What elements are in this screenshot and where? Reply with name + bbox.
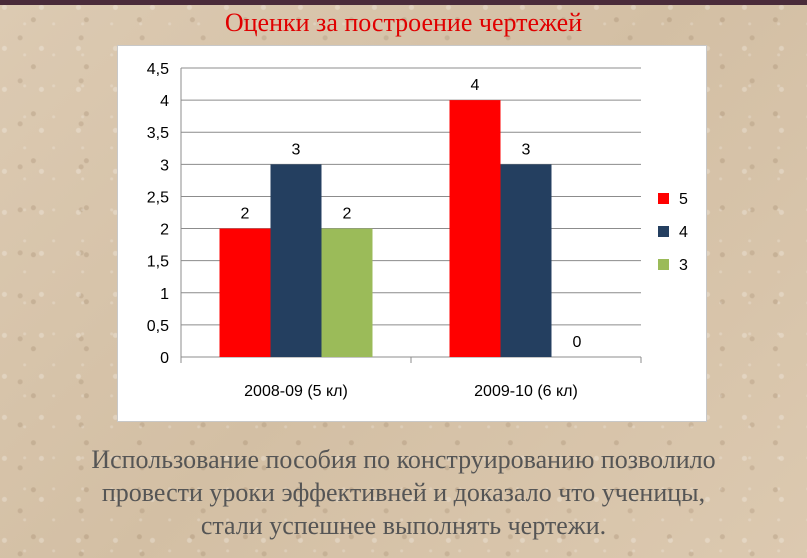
x-tick-label: 2008-09 (5 кл) xyxy=(244,383,348,400)
data-label: 3 xyxy=(522,141,531,158)
legend-swatch xyxy=(658,259,669,270)
bar xyxy=(449,100,501,357)
y-tick-label: 2,5 xyxy=(147,189,169,206)
bar xyxy=(270,164,322,357)
data-label: 0 xyxy=(573,334,582,351)
slide-title: Оценки за построение чертежей xyxy=(224,8,583,37)
y-tick-label: 4 xyxy=(160,93,169,110)
y-tick-label: 3,5 xyxy=(147,125,169,142)
chart-panel: 0 0,5 1 1,5 2 2,5 3 3,5 4 4,5 2 3 2 2008-09 (5 кл) 4 3 0… xyxy=(117,45,707,422)
x-tick-label: 2009-10 (6 кл) xyxy=(474,383,578,400)
legend-label: 4 xyxy=(679,224,688,241)
bar xyxy=(500,164,552,357)
y-tick-label: 1,5 xyxy=(147,254,169,271)
y-tick-label: 3 xyxy=(160,157,169,174)
legend-swatch xyxy=(658,226,669,237)
data-label: 3 xyxy=(292,141,301,158)
data-label: 2 xyxy=(343,206,352,223)
caption-line-2: провести уроки эффективней и доказало чт… xyxy=(101,478,706,507)
y-tick-label: 0,5 xyxy=(147,318,169,335)
y-tick-label: 1 xyxy=(160,286,169,303)
y-tick-label: 0 xyxy=(160,350,169,367)
bar xyxy=(219,228,271,357)
legend-label: 5 xyxy=(679,191,688,208)
y-tick-label: 2 xyxy=(160,222,169,239)
top-border xyxy=(0,0,807,5)
bar xyxy=(321,228,373,357)
legend-swatch xyxy=(658,193,669,204)
data-label: 2 xyxy=(241,206,250,223)
caption-line-3: стали успешнее выполнять чертежи. xyxy=(200,511,607,540)
y-tick-label: 4,5 xyxy=(147,61,169,78)
caption-line-1: Использование пособия по конструированию… xyxy=(91,445,716,474)
slide-caption: Использование пособия по конструированию… xyxy=(20,443,787,542)
data-label: 4 xyxy=(471,77,480,94)
legend-label: 3 xyxy=(679,257,688,274)
bar-chart: 0 0,5 1 1,5 2 2,5 3 3,5 4 4,5 2 3 2 2008-09 (5 кл) 4 3 0… xyxy=(147,61,688,400)
